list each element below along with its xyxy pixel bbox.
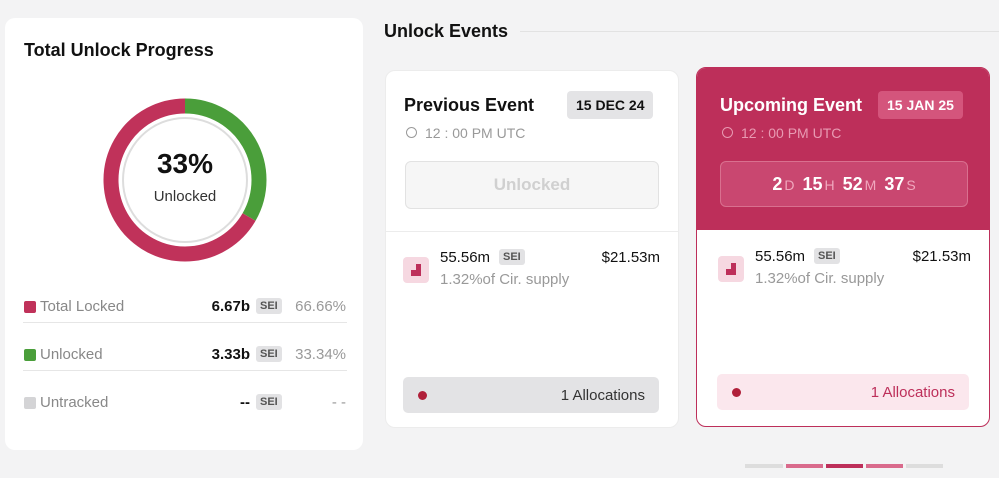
icon-glyph <box>411 264 421 276</box>
token-chip: SEI <box>256 298 282 314</box>
alloc-dot <box>732 388 741 397</box>
section-title: Unlock Events <box>384 21 509 41</box>
amount: 55.56m <box>440 249 491 266</box>
row-name: Total Locked <box>40 298 125 315</box>
row-amount: 6.67b <box>211 298 250 315</box>
token-chip: SEI <box>814 248 840 264</box>
donut-segment <box>103 98 256 262</box>
event-time: 12 : 00 PM UTC <box>406 125 525 141</box>
countdown-value: 2 <box>772 174 783 194</box>
progress-card: Total Unlock Progress 33% Unlocked Total… <box>5 18 363 450</box>
row-name: Unlocked <box>40 346 103 363</box>
legend-swatch <box>24 301 36 313</box>
pager-dot[interactable] <box>826 464 863 468</box>
event-time: 12 : 00 PM UTC <box>722 125 841 141</box>
token-chip: SEI <box>256 346 282 362</box>
alloc-text: 1 Allocations <box>560 387 645 404</box>
event-title: Previous Event <box>404 95 535 115</box>
amount: 55.56m <box>755 248 806 265</box>
pager-dot[interactable] <box>866 464 903 468</box>
usd-value: $21.53m <box>912 248 971 265</box>
countdown-value: 37 <box>884 174 905 194</box>
allocations-button[interactable]: 1 Allocations <box>403 377 659 413</box>
row-share: - - <box>331 394 346 411</box>
time-text: 12 : 00 PM UTC <box>741 125 842 141</box>
countdown: 2 D 15 H 52 M 37 S <box>720 161 968 207</box>
donut-segment <box>184 98 267 221</box>
countdown-unit: H <box>824 177 835 193</box>
row-share: 33.34% <box>295 346 346 363</box>
time-text: 12 : 00 PM UTC <box>425 125 526 141</box>
usd-value: $21.53m <box>601 249 660 266</box>
previous-card: Previous Event 15 DEC 24 12 : 00 PM UTC … <box>385 70 679 428</box>
row-amount: -- <box>240 394 250 411</box>
countdown-unit: M <box>864 177 877 193</box>
pager-dot[interactable] <box>906 464 943 468</box>
inner-ring <box>122 117 248 243</box>
icon-glyph <box>726 263 736 275</box>
status-button[interactable]: Unlocked <box>405 161 659 209</box>
countdown-value: 15 <box>802 174 823 194</box>
supply: 1.32%of Cir. supply <box>440 271 570 288</box>
countdown-unit: D <box>784 177 795 193</box>
donut <box>103 98 267 262</box>
pager-dot[interactable] <box>786 464 823 468</box>
token-icon <box>718 256 744 282</box>
divider <box>520 31 999 32</box>
alloc-dot <box>418 391 427 400</box>
row-share: 66.66% <box>295 298 346 315</box>
center-label: Unlocked <box>153 188 217 205</box>
event-date: 15 JAN 25 <box>878 91 963 119</box>
card-title: Total Unlock Progress <box>24 40 214 60</box>
event-date: 15 DEC 24 <box>567 91 654 119</box>
supply: 1.32%of Cir. supply <box>755 270 885 287</box>
row-divider <box>23 370 347 371</box>
event-title: Upcoming Event <box>720 95 863 115</box>
countdown-value: 52 <box>842 174 863 194</box>
allocations-button[interactable]: 1 Allocations <box>717 374 969 410</box>
upcoming-card: Upcoming Event 15 JAN 25 12 : 00 PM UTC … <box>696 67 990 427</box>
row-name: Untracked <box>40 394 109 411</box>
legend-swatch <box>24 397 36 409</box>
token-icon <box>403 257 429 283</box>
row-amount: 3.33b <box>211 346 250 363</box>
center-value: 33% <box>156 148 214 179</box>
token-chip: SEI <box>256 394 282 410</box>
divider <box>386 231 678 232</box>
pager-dot[interactable] <box>745 464 783 468</box>
legend-swatch <box>24 349 36 361</box>
row-divider <box>23 322 347 323</box>
token-chip: SEI <box>499 249 525 265</box>
countdown-unit: S <box>906 177 916 193</box>
alloc-text: 1 Allocations <box>870 384 955 401</box>
